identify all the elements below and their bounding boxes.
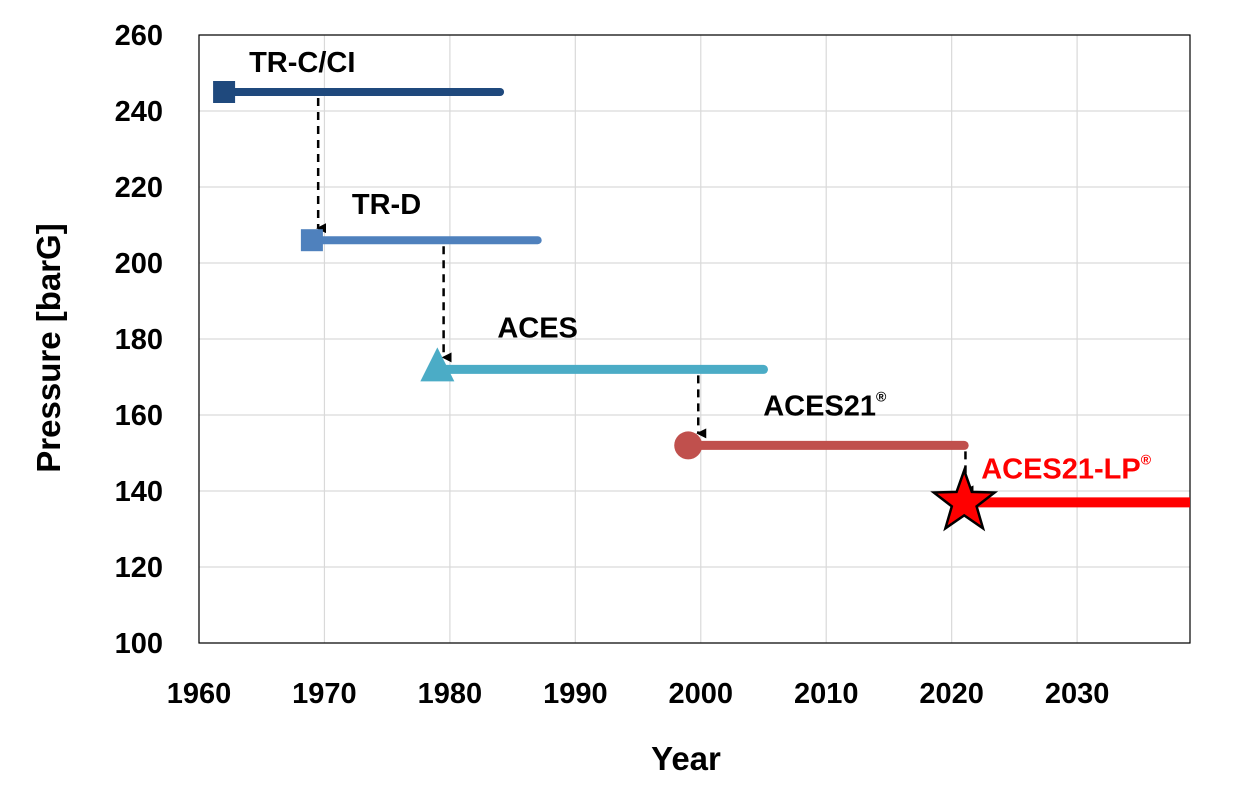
square-marker: [213, 81, 236, 103]
x-tick-label: 1990: [543, 678, 608, 710]
y-tick-label: 180: [115, 324, 163, 356]
series-aces21-lp: ACES21-LP®: [930, 451, 1190, 532]
series-label-text: ACES21-LP: [981, 453, 1141, 485]
y-axis-title: Pressure [barG]: [30, 223, 67, 472]
series-aces21: ACES21®: [674, 388, 969, 460]
series-label: ACES: [497, 312, 578, 344]
series-label: TR-D: [352, 189, 421, 221]
y-axis-ticks: 100 120 140 160 180 200 220 240 260: [115, 20, 163, 660]
x-tick-label: 2010: [794, 678, 859, 710]
x-tick-label: 2030: [1045, 678, 1110, 710]
series-tr-c-ci: TR-C/CI: [213, 47, 505, 103]
y-tick-label: 140: [115, 476, 163, 508]
grid-lines: [198, 34, 1190, 644]
star-marker: [930, 466, 999, 532]
y-tick-label: 120: [115, 552, 163, 584]
series-aces: ACES: [420, 312, 768, 382]
y-tick-label: 200: [115, 248, 163, 280]
y-tick-label: 240: [115, 96, 163, 128]
circle-marker: [674, 431, 703, 460]
x-tick-label: 1970: [292, 678, 357, 710]
x-tick-label: 1960: [167, 678, 232, 710]
registered-mark: ®: [876, 388, 887, 404]
square-marker: [300, 229, 323, 252]
x-tick-label: 2020: [919, 678, 984, 710]
series-tr-d: TR-D: [300, 189, 542, 252]
series-label-text: TR-D: [352, 189, 421, 221]
series-label-text: ACES21: [763, 390, 876, 422]
plot-area-frame: [198, 34, 1191, 644]
series-label: ACES21-LP®: [981, 451, 1152, 485]
series-label-text: ACES: [497, 312, 578, 344]
series-label: ACES21®: [763, 388, 887, 422]
y-tick-label: 220: [115, 172, 163, 204]
x-axis-ticks: 1960 1970 1980 1990 2000 2010 2020 2030: [167, 678, 1110, 710]
y-tick-label: 260: [115, 20, 163, 52]
y-tick-label: 160: [115, 400, 163, 432]
series-label-text: TR-C/CI: [249, 47, 355, 79]
registered-mark: ®: [1141, 451, 1152, 467]
series-label: TR-C/CI: [249, 47, 355, 79]
x-axis-title: Year: [651, 740, 721, 777]
transition-arrows: [316, 98, 974, 496]
x-tick-label: 1980: [418, 678, 483, 710]
triangle-marker: [420, 347, 455, 382]
y-tick-label: 100: [115, 628, 163, 660]
x-tick-label: 2000: [669, 678, 734, 710]
